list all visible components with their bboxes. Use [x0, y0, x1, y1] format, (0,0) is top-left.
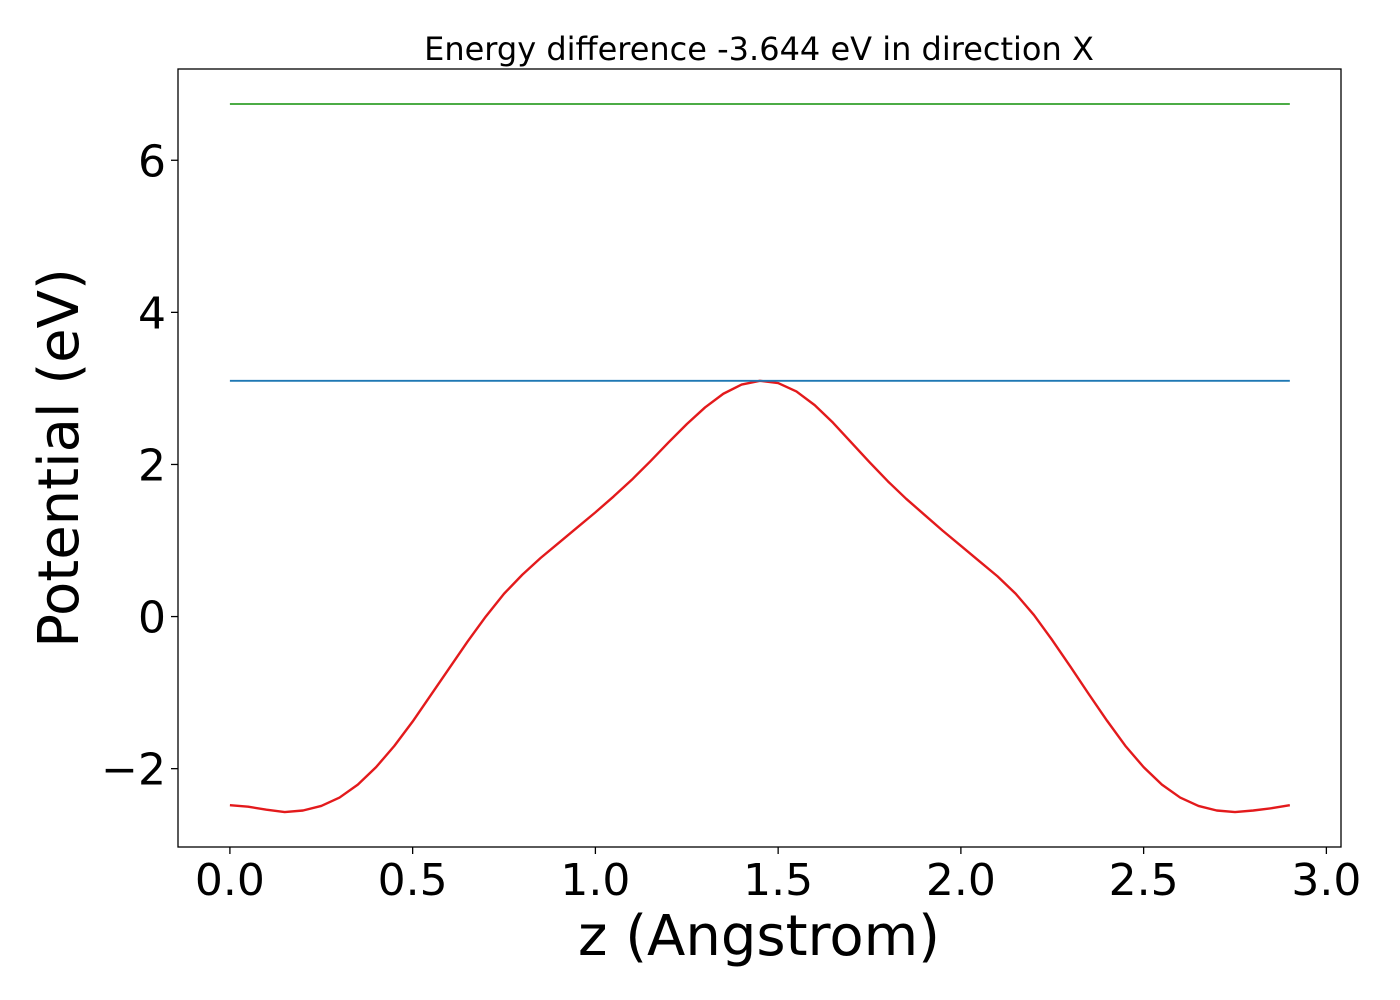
y-tick-label: 6	[138, 136, 166, 187]
y-axis-label: Potential (eV)	[27, 268, 92, 648]
y-tick-label: 4	[138, 288, 166, 339]
x-tick-label: 2.0	[926, 855, 996, 906]
y-tick-label: −2	[101, 745, 166, 796]
plot-series-group	[229, 103, 1291, 814]
y-tick-label: 0	[138, 593, 166, 644]
x-axis-ticks: 0.0 0.5 1.0 1.5 2.0 2.5 3.0	[195, 847, 1361, 906]
series-line-potential	[229, 379, 1291, 814]
x-tick-label: 1.0	[560, 855, 630, 906]
x-axis-label: z (Angstrom)	[578, 904, 940, 969]
x-tick-label: 0.0	[195, 855, 265, 906]
chart-title: Energy difference -3.644 eV in direction…	[424, 30, 1094, 68]
x-tick-label: 1.5	[743, 855, 813, 906]
y-tick-label: 2	[138, 440, 166, 491]
x-tick-label: 3.0	[1291, 855, 1361, 906]
x-tick-label: 2.5	[1109, 855, 1179, 906]
x-tick-label: 0.5	[378, 855, 448, 906]
plot-frame	[177, 68, 1342, 848]
y-axis-ticks: −2 0 2 4 6	[101, 136, 178, 796]
